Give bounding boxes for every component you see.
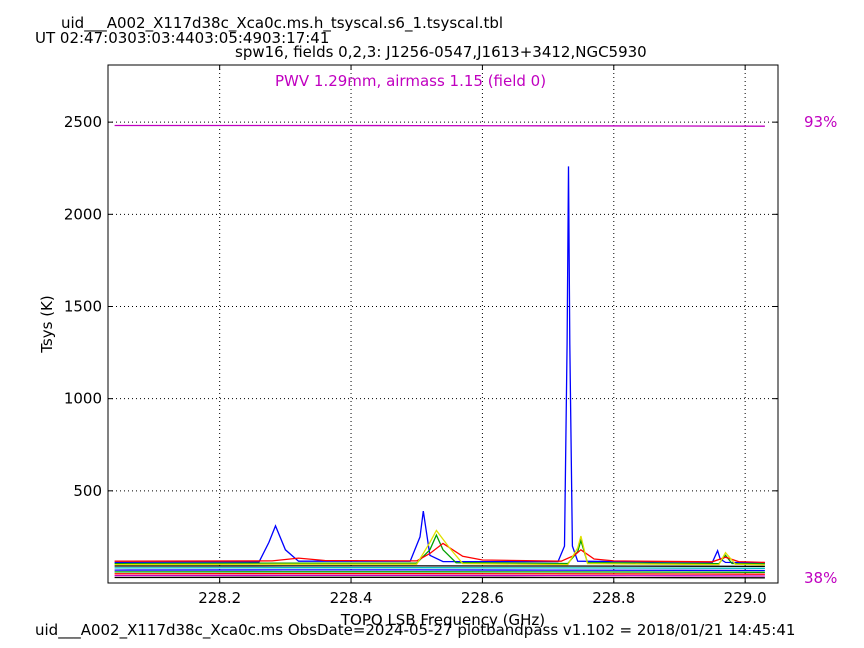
series-line-6 — [114, 567, 765, 569]
title-line-2: UT 02:47:0303:03:4403:05:4903:17:41 — [35, 29, 330, 47]
footer-text: uid___A002_X117d38c_Xca0c.ms ObsDate=202… — [35, 621, 796, 639]
series-line-5 — [114, 565, 765, 568]
x-tick-label: 228.8 — [592, 589, 635, 607]
y-tick-label: 2500 — [64, 113, 102, 131]
series-line-0 — [114, 124, 765, 127]
x-tick-label: 228.2 — [198, 589, 241, 607]
series-line-9 — [114, 572, 765, 575]
series-layer — [114, 124, 765, 579]
series-line-4 — [114, 529, 765, 566]
x-tick-label: 228.6 — [461, 589, 504, 607]
series-line-3 — [114, 542, 765, 564]
series-line-7 — [114, 569, 765, 572]
right-label-top: 93% — [804, 113, 837, 131]
y-tick-label: 2000 — [64, 205, 102, 223]
series-line-10 — [114, 574, 765, 577]
right-label-bottom: 38% — [804, 569, 837, 587]
title-line-3: spw16, fields 0,2,3: J1256-0547,J1613+34… — [235, 43, 647, 61]
y-tick-label: 1500 — [64, 297, 102, 315]
series-line-8 — [114, 571, 765, 573]
x-axis-label: TOPO LSB Frequency (GHz) — [340, 611, 545, 629]
tick-layer: 228.2 228.4 228.6 228.8 229.0 500 1000 1500 2000… — [64, 65, 778, 607]
x-tick-label: 228.4 — [330, 589, 373, 607]
series-line-1 — [114, 166, 765, 564]
plot-frame — [107, 64, 779, 584]
y-axis-label: Tsys (K) — [38, 295, 56, 354]
series-line-11 — [114, 576, 765, 579]
y-tick-label: 1000 — [64, 390, 102, 408]
title-line-1: uid___A002_X117d38c_Xca0c.ms.h_tsyscal.s… — [61, 14, 504, 32]
grid-layer — [108, 65, 778, 583]
pwv-annotation: PWV 1.29mm, airmass 1.15 (field 0) — [275, 72, 546, 90]
x-tick-label: 229.0 — [724, 589, 767, 607]
y-tick-label: 500 — [73, 482, 102, 500]
